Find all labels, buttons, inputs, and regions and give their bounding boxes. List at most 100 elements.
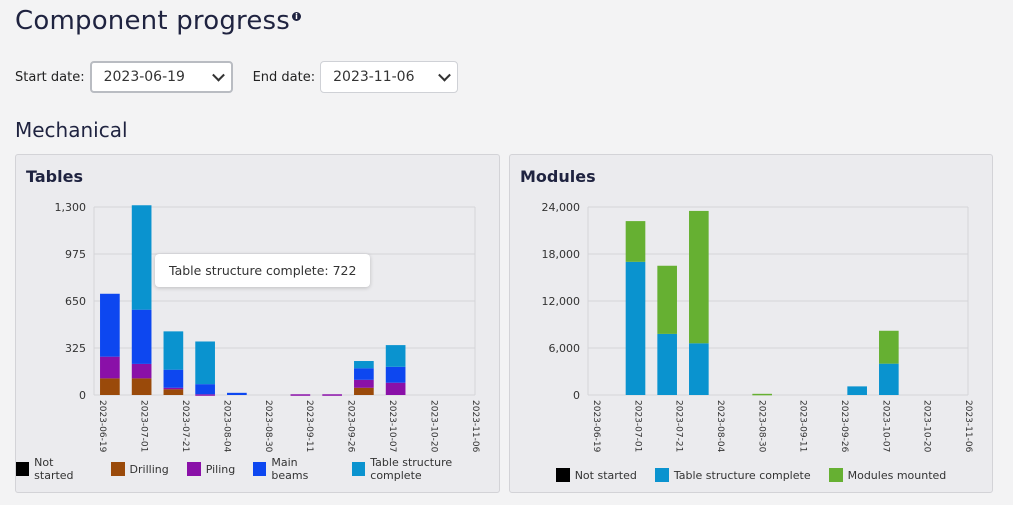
y-tick-label: 0	[79, 389, 86, 402]
legend-label: Table structure complete	[370, 456, 453, 482]
legend-label: Not started	[574, 468, 637, 482]
legend-item[interactable]: Main beams	[253, 456, 334, 482]
modules-chart-panel: Modules 0 6,000 12,000 18,000 24,000 2023-06-…	[509, 154, 993, 493]
x-tick-label: 2023-07-21	[180, 400, 190, 452]
legend-label: Piling	[205, 462, 236, 476]
x-tick-label: 2023-08-30	[263, 400, 273, 453]
bar-segment	[195, 384, 215, 395]
bar-segment	[354, 387, 374, 395]
bar-segment	[163, 369, 184, 388]
bar-segment	[879, 330, 899, 364]
legend-item[interactable]: Modules mounted	[828, 468, 947, 482]
chevron-down-icon	[438, 68, 451, 82]
bar-segment	[354, 379, 374, 388]
bar-segment	[385, 382, 406, 395]
bar-segment	[625, 221, 646, 262]
tables-chart-panel: Tables 0 325 650 975 1,300 2023-06-19 2023-07-…	[15, 154, 500, 493]
bar-segment	[354, 361, 374, 369]
legend-label: Not started	[34, 456, 74, 482]
bar-segment	[290, 394, 311, 396]
x-tick-label: 2023-09-26	[346, 400, 356, 453]
bar-segment	[163, 387, 184, 390]
bar-segment	[847, 386, 867, 395]
bar-segment	[100, 356, 120, 379]
legend-swatch	[828, 468, 843, 482]
y-tick-label: 650	[65, 295, 86, 308]
x-tick-label: 2023-06-19	[97, 400, 107, 453]
bar-segment	[385, 366, 406, 383]
y-tick-label: 1,300	[55, 201, 87, 214]
start-date-select[interactable]: 2023-06-19	[89, 61, 233, 93]
bar-segment	[131, 309, 152, 364]
legend-label: Table structure complete	[673, 468, 811, 482]
bar-segment	[131, 205, 152, 310]
legend-item[interactable]: Not started	[16, 456, 93, 482]
bar-segment	[657, 333, 677, 395]
chart-legend: Not started Table structure complete Modul…	[510, 468, 992, 482]
legend-label: Drilling	[129, 462, 169, 476]
x-tick-label: 2023-08-04	[221, 400, 231, 453]
bar-segment	[752, 393, 772, 396]
bar-segment	[322, 394, 342, 396]
x-tick-label: 2023-10-20	[922, 400, 932, 453]
bar-segment	[689, 343, 709, 395]
bar-segment	[195, 341, 215, 385]
legend-label: Main beams	[271, 456, 309, 482]
x-tick-label: 2023-09-11	[304, 400, 314, 452]
bar-segment	[689, 210, 709, 344]
bar-segment	[879, 363, 899, 395]
bar-segment	[163, 389, 184, 395]
date-filter-row: Start date: 2023-06-19 End date: 2023-11…	[15, 60, 459, 94]
legend-swatch	[110, 462, 125, 476]
legend-label: Modules mounted	[847, 468, 947, 482]
bar-segment	[625, 261, 646, 395]
y-tick-label: 6,000	[549, 342, 581, 355]
legend-swatch	[16, 462, 30, 476]
legend-item[interactable]: Table structure complete	[352, 456, 499, 482]
x-tick-label: 2023-07-01	[138, 400, 148, 452]
tables-chart: 0 325 650 975 1,300 2023-06-19 2023-07-01 2023-…	[55, 201, 481, 453]
section-title: Mechanical	[15, 118, 128, 142]
chart-title: Tables	[26, 167, 83, 186]
page-title: Component progress i	[15, 6, 302, 36]
bar-segment	[131, 363, 152, 379]
y-tick-label: 975	[65, 248, 86, 261]
legend-item[interactable]: Not started	[555, 468, 637, 482]
end-date-select[interactable]: 2023-11-06	[320, 61, 459, 93]
legend-item[interactable]: Table structure complete	[654, 468, 811, 482]
x-tick-label: 2023-08-30	[756, 400, 766, 453]
start-date-value: 2023-06-19	[103, 69, 185, 85]
info-icon[interactable]: i	[292, 12, 302, 21]
x-tick-label: 2023-09-11	[798, 400, 808, 452]
bar-segment	[163, 331, 184, 370]
x-tick-label: 2023-10-07	[880, 400, 890, 452]
y-tick-label: 24,000	[542, 201, 581, 214]
chart-title: Modules	[520, 167, 596, 186]
bar-segment	[657, 265, 677, 334]
y-tick-label: 12,000	[542, 295, 581, 308]
chart-tooltip: Table structure complete: 722	[155, 254, 371, 287]
x-tick-label: 2023-11-06	[470, 400, 480, 453]
bar-segment	[195, 394, 215, 396]
end-date-label: End date:	[252, 69, 316, 85]
x-tick-label: 2023-07-21	[674, 400, 684, 452]
start-date-label: Start date:	[15, 69, 85, 85]
bar-segment	[385, 345, 406, 367]
bar-segment	[354, 368, 374, 380]
legend-swatch	[654, 468, 669, 482]
x-tick-label: 2023-11-06	[963, 400, 973, 453]
bar-segment	[227, 392, 247, 395]
legend-item[interactable]: Piling	[186, 456, 236, 482]
y-tick-label: 18,000	[542, 248, 581, 261]
x-tick-label: 2023-07-01	[632, 400, 642, 452]
x-tick-label: 2023-09-26	[839, 400, 849, 453]
legend-swatch	[352, 462, 366, 476]
legend-item[interactable]: Drilling	[110, 456, 169, 482]
x-tick-label: 2023-08-04	[715, 400, 725, 453]
legend-swatch	[555, 468, 570, 482]
end-date-value: 2023-11-06	[333, 69, 415, 85]
y-tick-label: 325	[65, 342, 86, 355]
legend-swatch	[253, 462, 267, 476]
bar-segment	[131, 378, 152, 395]
x-tick-label: 2023-06-19	[591, 400, 601, 453]
